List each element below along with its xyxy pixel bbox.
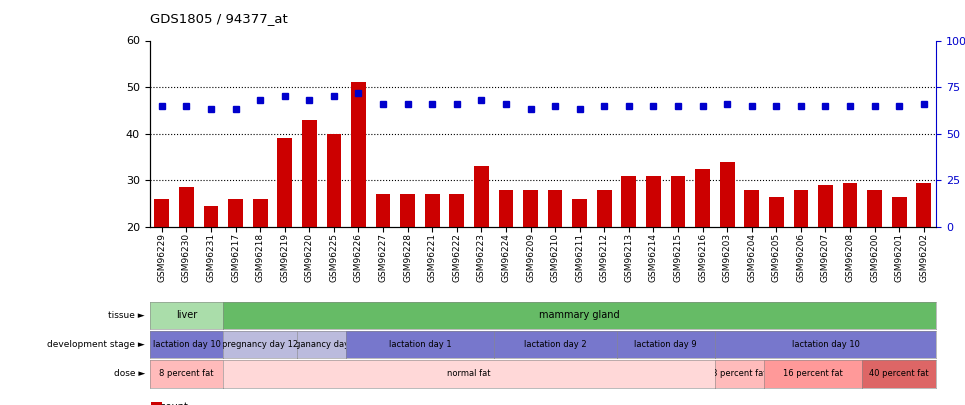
Text: preganancy day 17: preganancy day 17 — [281, 340, 362, 349]
Text: mammary gland: mammary gland — [539, 311, 620, 320]
Bar — [326, 134, 342, 227]
Bar — [277, 139, 292, 227]
Text: dose ►: dose ► — [114, 369, 145, 378]
Bar — [179, 187, 194, 227]
Bar — [548, 190, 563, 227]
Text: tissue ►: tissue ► — [108, 311, 145, 320]
Bar — [720, 162, 734, 227]
Bar — [523, 190, 538, 227]
Bar — [818, 185, 833, 227]
Bar — [154, 199, 169, 227]
Text: lactation day 2: lactation day 2 — [524, 340, 587, 349]
Bar — [769, 196, 784, 227]
Bar — [253, 199, 267, 227]
Bar — [621, 176, 636, 227]
Text: normal fat: normal fat — [448, 369, 491, 378]
Bar — [842, 183, 857, 227]
Bar — [400, 194, 415, 227]
Bar — [744, 190, 759, 227]
Bar — [868, 190, 882, 227]
Bar — [892, 196, 906, 227]
Bar — [597, 190, 612, 227]
Bar — [695, 168, 710, 227]
Bar — [572, 199, 587, 227]
Bar — [646, 176, 661, 227]
Text: lactation day 10: lactation day 10 — [152, 340, 220, 349]
Bar — [351, 83, 366, 227]
Text: 16 percent fat: 16 percent fat — [784, 369, 843, 378]
Text: lactation day 10: lactation day 10 — [791, 340, 860, 349]
Text: 40 percent fat: 40 percent fat — [869, 369, 929, 378]
Text: pregnancy day 12: pregnancy day 12 — [222, 340, 298, 349]
Text: count: count — [154, 402, 188, 405]
Bar — [228, 199, 243, 227]
Text: GDS1805 / 94377_at: GDS1805 / 94377_at — [150, 12, 288, 25]
Text: 8 percent fat: 8 percent fat — [159, 369, 213, 378]
Bar — [375, 194, 391, 227]
Bar — [302, 120, 317, 227]
Text: development stage ►: development stage ► — [47, 340, 145, 349]
Bar — [204, 206, 218, 227]
Text: lactation day 1: lactation day 1 — [389, 340, 452, 349]
Bar — [499, 190, 513, 227]
Text: lactation day 9: lactation day 9 — [634, 340, 697, 349]
Bar — [917, 183, 931, 227]
Bar — [425, 194, 440, 227]
Text: liver: liver — [176, 311, 197, 320]
Bar — [793, 190, 809, 227]
Text: 8 percent fat: 8 percent fat — [712, 369, 766, 378]
Bar — [450, 194, 464, 227]
Bar — [474, 166, 488, 227]
Bar — [671, 176, 685, 227]
